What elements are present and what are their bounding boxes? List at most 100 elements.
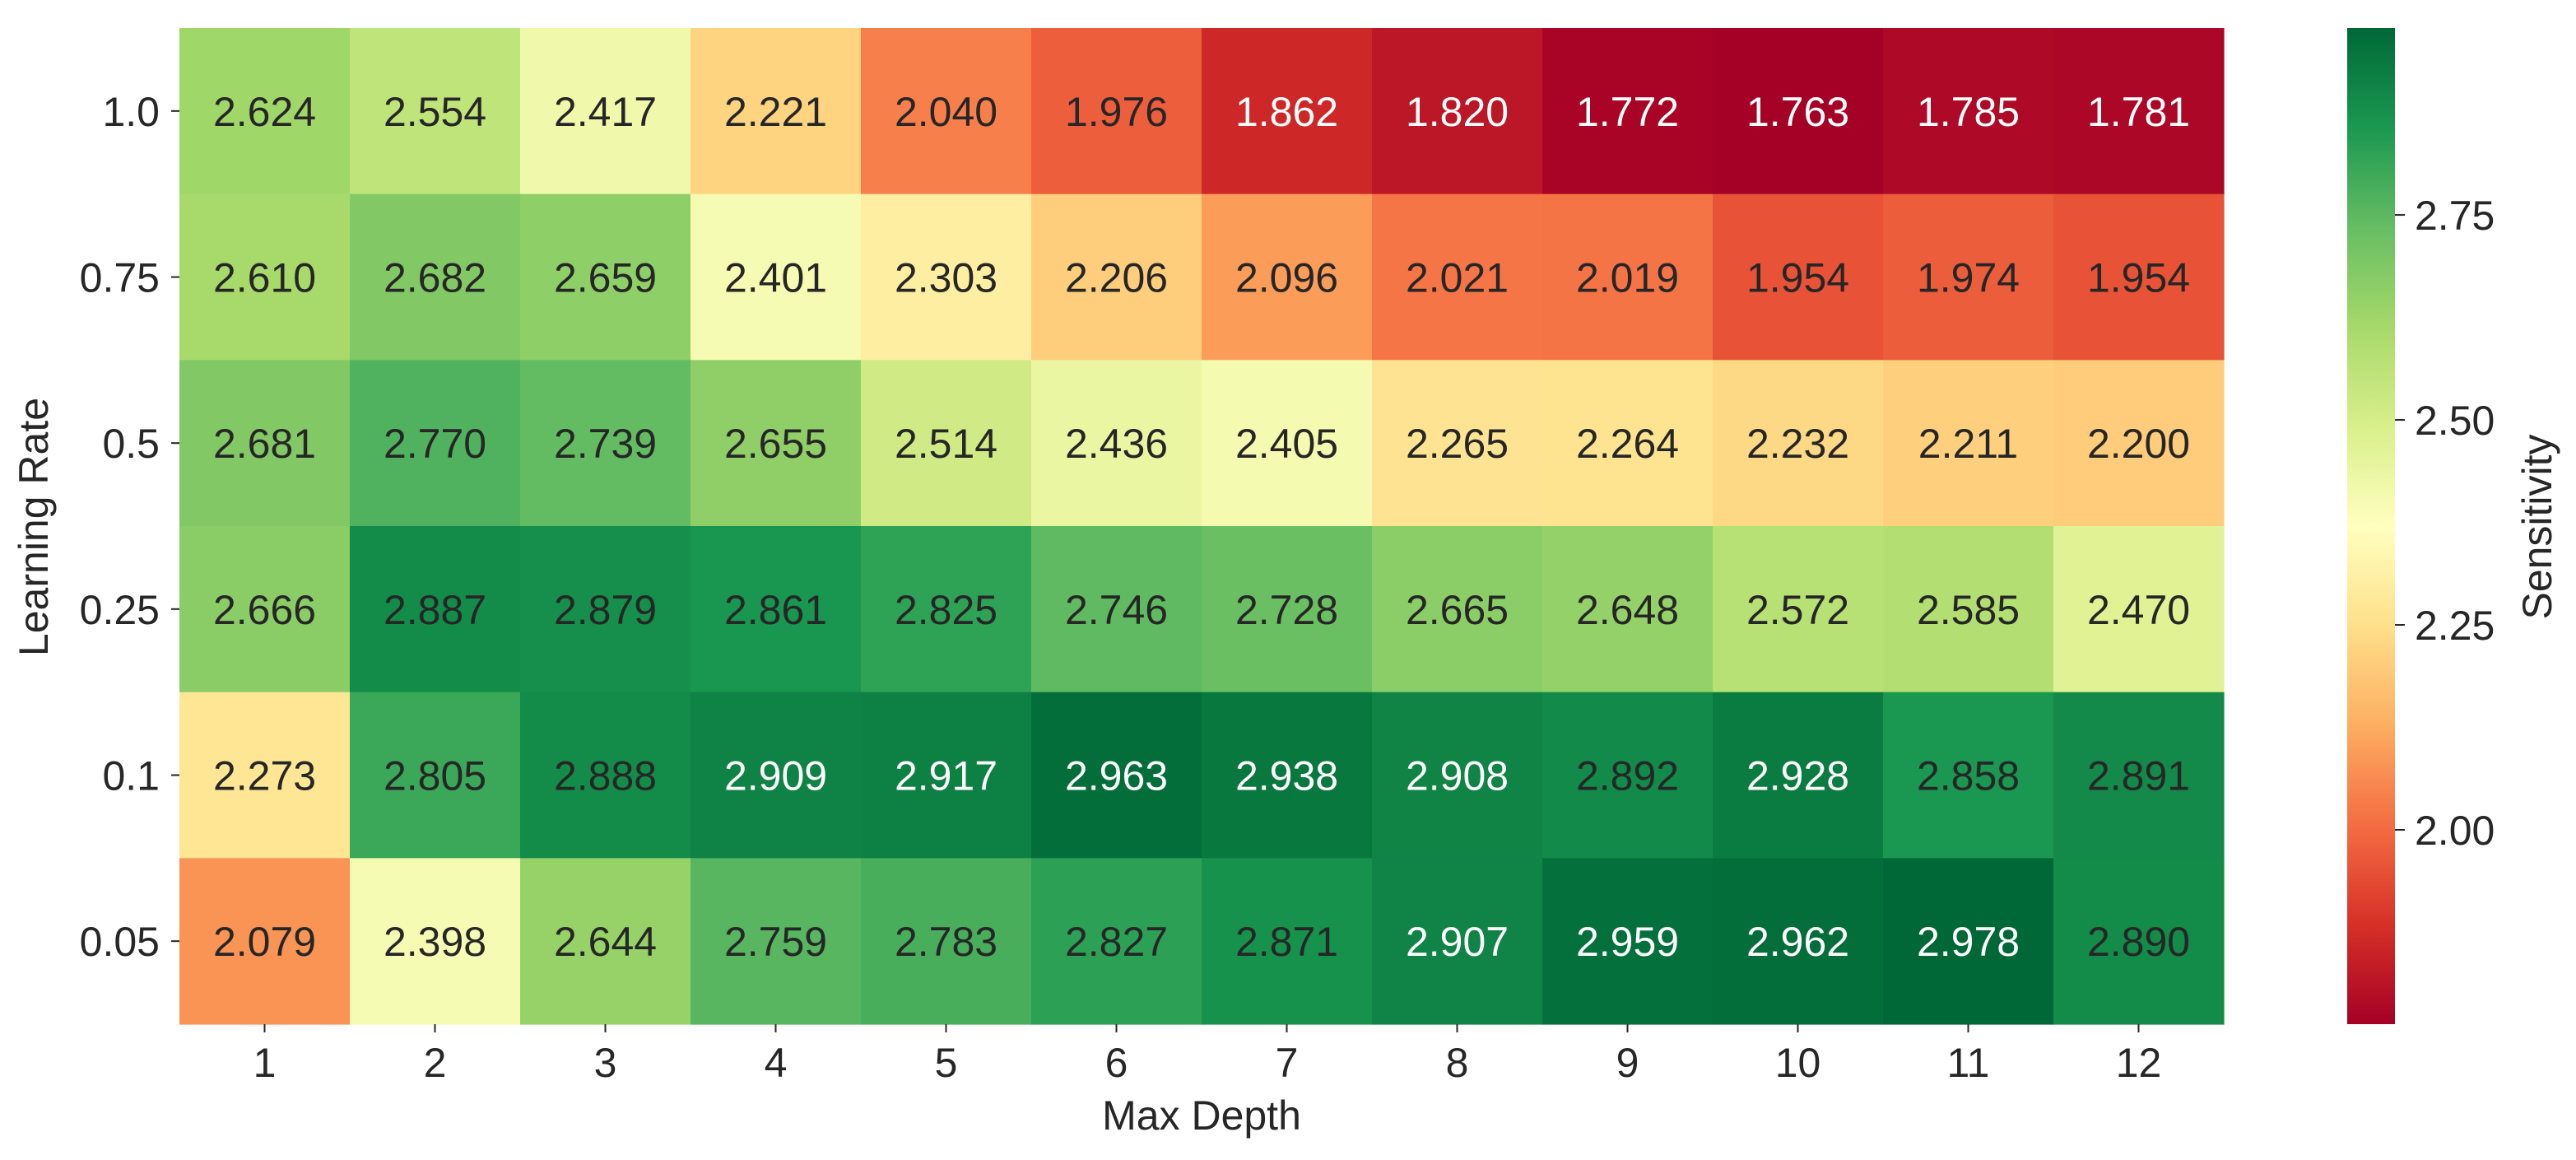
- y-tick-label-1: 0.75: [80, 255, 160, 301]
- heatmap-cell-r5-c3: [690, 858, 862, 1025]
- x-tick-label-1: 2: [424, 1040, 447, 1086]
- colorbar-tick-label-3: 2.75: [2415, 193, 2495, 239]
- cell-value-label-r2-c0: 2.681: [213, 421, 316, 467]
- cell-value-label-r1-c2: 2.659: [554, 255, 657, 301]
- heatmap-cell-labels: 2.624 2.554 2.417 2.221 2.040 1.976 1.862 1.820…: [213, 89, 2190, 965]
- heatmap-cell-r4-c10: [1883, 692, 2054, 859]
- heatmap-cell-r2-c5: [1031, 360, 1202, 527]
- y-tick-label-0: 1.0: [102, 89, 160, 135]
- heatmap-cell-r1-c6: [1202, 193, 1373, 361]
- heatmap-cell-r5-c9: [1713, 858, 1884, 1025]
- heatmap-cell-r2-c10: [1883, 360, 2054, 527]
- cell-value-label-r3-c1: 2.887: [384, 587, 486, 633]
- heatmap-cell-r0-c7: [1372, 28, 1543, 195]
- heatmap-cells: [179, 28, 2225, 1025]
- heatmap-cell-r0-c10: [1883, 28, 2054, 195]
- colorbar-tick-label-2: 2.50: [2415, 398, 2495, 444]
- cell-value-label-r4-c6: 2.938: [1235, 753, 1338, 799]
- heatmap-cell-r4-c0: [179, 692, 351, 859]
- cell-value-label-r4-c8: 2.892: [1576, 753, 1679, 799]
- heatmap-cell-r2-c2: [520, 360, 691, 527]
- cell-value-label-r4-c0: 2.273: [213, 753, 316, 799]
- cell-value-label-r2-c2: 2.739: [554, 421, 657, 467]
- y-axis-ticks: 1.0 0.75 0.5 0.25 0.1 0.05: [80, 89, 179, 965]
- cell-value-label-r0-c9: 1.763: [1746, 89, 1849, 135]
- cell-value-label-r1-c3: 2.401: [724, 255, 827, 301]
- heatmap-cell-r0-c8: [1542, 28, 1713, 195]
- cell-value-label-r4-c11: 2.891: [2087, 753, 2190, 799]
- heatmap-cell-r1-c1: [350, 193, 521, 361]
- cell-value-label-r0-c6: 1.862: [1235, 89, 1338, 135]
- heatmap-cell-r4-c8: [1542, 692, 1713, 859]
- cell-value-label-r1-c6: 2.096: [1235, 255, 1338, 301]
- x-tick-label-9: 10: [1775, 1040, 1821, 1086]
- x-axis-label: Max Depth: [1102, 1092, 1301, 1139]
- cell-value-label-r3-c5: 2.746: [1065, 587, 1168, 633]
- cell-value-label-r4-c7: 2.908: [1406, 753, 1509, 799]
- cell-value-label-r4-c10: 2.858: [1917, 753, 2020, 799]
- cell-value-label-r0-c3: 2.221: [724, 89, 827, 135]
- cell-value-label-r3-c0: 2.666: [213, 587, 316, 633]
- colorbar-tick-label-1: 2.25: [2415, 603, 2495, 649]
- cell-value-label-r5-c6: 2.871: [1235, 919, 1338, 965]
- cell-value-label-r2-c1: 2.770: [384, 421, 486, 467]
- cell-value-label-r4-c4: 2.917: [895, 753, 997, 799]
- cell-value-label-r5-c11: 2.890: [2087, 919, 2190, 965]
- heatmap-cell-r2-c11: [2053, 360, 2225, 527]
- x-tick-label-4: 5: [935, 1040, 958, 1086]
- cell-value-label-r0-c4: 2.040: [895, 89, 997, 135]
- cell-value-label-r1-c10: 1.974: [1917, 255, 2020, 301]
- cell-value-label-r1-c1: 2.682: [384, 255, 486, 301]
- cell-value-label-r1-c0: 2.610: [213, 255, 316, 301]
- cell-value-label-r5-c2: 2.644: [554, 919, 657, 965]
- heatmap-cell-r2-c7: [1372, 360, 1543, 527]
- heatmap-cell-r1-c5: [1031, 193, 1202, 361]
- heatmap-cell-r3-c4: [861, 526, 1032, 693]
- heatmap-cell-r0-c1: [350, 28, 521, 195]
- cell-value-label-r3-c9: 2.572: [1746, 587, 1849, 633]
- cell-value-label-r4-c2: 2.888: [554, 753, 657, 799]
- cell-value-label-r3-c4: 2.825: [895, 587, 997, 633]
- cell-value-label-r0-c1: 2.554: [384, 89, 486, 135]
- cell-value-label-r5-c7: 2.907: [1406, 919, 1509, 965]
- heatmap-cell-r2-c0: [179, 360, 351, 527]
- heatmap-cell-r2-c3: [690, 360, 862, 527]
- cell-value-label-r3-c6: 2.728: [1235, 587, 1338, 633]
- cell-value-label-r5-c4: 2.783: [895, 919, 997, 965]
- heatmap-cell-r4-c7: [1372, 692, 1543, 859]
- heatmap-cell-r5-c5: [1031, 858, 1202, 1025]
- heatmap-cell-r3-c10: [1883, 526, 2054, 693]
- heatmap-cell-r5-c10: [1883, 858, 2054, 1025]
- heatmap-cell-r0-c5: [1031, 28, 1202, 195]
- heatmap-cell-r2-c8: [1542, 360, 1713, 527]
- heatmap-cell-r2-c1: [350, 360, 521, 527]
- cell-value-label-r2-c9: 2.232: [1746, 421, 1849, 467]
- heatmap-cell-r1-c0: [179, 193, 351, 361]
- cell-value-label-r0-c2: 2.417: [554, 89, 657, 135]
- cell-value-label-r0-c5: 1.976: [1065, 89, 1168, 135]
- heatmap-cell-r5-c4: [861, 858, 1032, 1025]
- x-tick-label-8: 9: [1616, 1040, 1639, 1086]
- heatmap-cell-r4-c9: [1713, 692, 1884, 859]
- cell-value-label-r3-c11: 2.470: [2087, 587, 2190, 633]
- heatmap-cell-r0-c3: [690, 28, 862, 195]
- heatmap-cell-r1-c4: [861, 193, 1032, 361]
- cell-value-label-r5-c3: 2.759: [724, 919, 827, 965]
- heatmap-cell-r5-c1: [350, 858, 521, 1025]
- heatmap-cell-r5-c7: [1372, 858, 1543, 1025]
- heatmap-cell-r5-c2: [520, 858, 691, 1025]
- cell-value-label-r1-c11: 1.954: [2087, 255, 2190, 301]
- y-tick-label-5: 0.05: [80, 919, 160, 965]
- cell-value-label-r0-c7: 1.820: [1406, 89, 1509, 135]
- cell-value-label-r5-c10: 2.978: [1917, 919, 2020, 965]
- x-tick-label-0: 1: [253, 1040, 277, 1086]
- cell-value-label-r2-c8: 2.264: [1576, 421, 1679, 467]
- heatmap-cell-r3-c0: [179, 526, 351, 693]
- heatmap-cell-r1-c11: [2053, 193, 2225, 361]
- colorbar-label: Sensitivity: [2514, 434, 2560, 619]
- cell-value-label-r2-c3: 2.655: [724, 421, 827, 467]
- heatmap-cell-r3-c7: [1372, 526, 1543, 693]
- heatmap-cell-r4-c6: [1202, 692, 1373, 859]
- heatmap-cell-r4-c2: [520, 692, 691, 859]
- heatmap-cell-r1-c9: [1713, 193, 1884, 361]
